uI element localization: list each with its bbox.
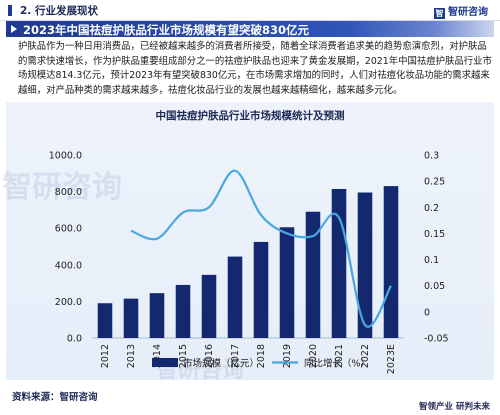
legend-bar-swatch (152, 358, 178, 367)
x-tick-label: 2016 (204, 344, 215, 368)
bar (305, 211, 321, 338)
footer-slogan: 智领产业 研判未来 (419, 402, 490, 412)
brand-name: 智研咨询 (448, 7, 488, 18)
x-tick-label: 2013 (126, 344, 137, 368)
x-tick-label: 2020 (308, 344, 319, 368)
section-header: 2. 行业发展现状 智智研咨询 (0, 0, 500, 21)
y-right-tick-label: 0.1 (424, 255, 439, 266)
brand-logo-icon: 智 (434, 8, 445, 19)
x-tick-label: 2014 (152, 344, 163, 368)
y-right-tick-label: 0.05 (424, 281, 445, 292)
y-left-tick-label: 200.0 (55, 297, 82, 308)
y-right-tick-label: 0.2 (424, 203, 439, 214)
y-left-tick-label: 800.0 (55, 187, 82, 198)
y-right-tick-label: 0.25 (424, 177, 445, 188)
bar (149, 293, 165, 338)
footer: 资料来源：智研咨询 智领产业 研判未来 (0, 384, 500, 415)
bar (123, 298, 139, 338)
chart-svg: 中国祛痘护肤品行业市场规模统计及预测 0.0 200.0 400.0 600.0 800.… (49, 109, 449, 374)
y-right-tick-label: -0.05 (424, 334, 449, 345)
x-tick-label: 2022 (360, 344, 371, 368)
bar (97, 303, 113, 338)
x-tick-label: 2018 (256, 344, 267, 368)
play-triangle-icon (11, 25, 17, 33)
chart-title: 中国祛痘护肤品行业市场规模统计及预测 (156, 109, 345, 122)
bar (227, 256, 243, 338)
x-tick-label: 2017 (230, 344, 241, 368)
bar (383, 186, 399, 338)
legend-line-label: 同比增长（%） (304, 358, 370, 370)
y-left-tick-label: 1000.0 (49, 151, 82, 162)
section-title: 2. 行业发展现状 (20, 5, 98, 17)
x-tick-label: 2015 (178, 344, 189, 368)
y-right-tick-label: 0.3 (424, 151, 439, 162)
bar (175, 284, 191, 338)
section-marker (8, 5, 12, 16)
x-tick-label: 2023E (386, 344, 397, 374)
x-tick-label: 2019 (282, 344, 293, 368)
headline-text: 2023年中国祛痘护肤品行业市场规模有望突破830亿元 (23, 23, 310, 37)
y-right-tick-label: 0.15 (424, 229, 445, 240)
bar (253, 241, 269, 338)
legend-bar-label: 市场规模（亿元） (183, 358, 259, 370)
y-left-tick-label: 0.0 (67, 334, 82, 345)
intro-paragraph: 护肤品作为一种日用消费品，已经被越来越多的消费者所接受，随着全球消费者追求美的趋… (18, 41, 492, 96)
bar (331, 188, 347, 338)
chart-panel: 智研咨询 智研咨询 中国祛痘护肤品行业市场规模统计及预测 0.0 200.0 400.… (2, 102, 494, 383)
brand: 智智研咨询 (434, 3, 488, 19)
bar (279, 227, 295, 338)
y-left-tick-label: 400.0 (55, 260, 82, 271)
y-left-tick-label: 600.0 (55, 224, 82, 235)
bar (201, 274, 217, 338)
y-right-tick-label: 0 (424, 307, 430, 318)
bar (357, 192, 373, 338)
headline-banner: 2023年中国祛痘护肤品行业市场规模有望突破830亿元 (6, 21, 494, 37)
growth-line (130, 169, 392, 328)
x-tick-label: 2021 (334, 344, 345, 368)
x-tick-label: 2012 (100, 344, 111, 368)
source-note: 资料来源：智研咨询 (12, 392, 98, 403)
